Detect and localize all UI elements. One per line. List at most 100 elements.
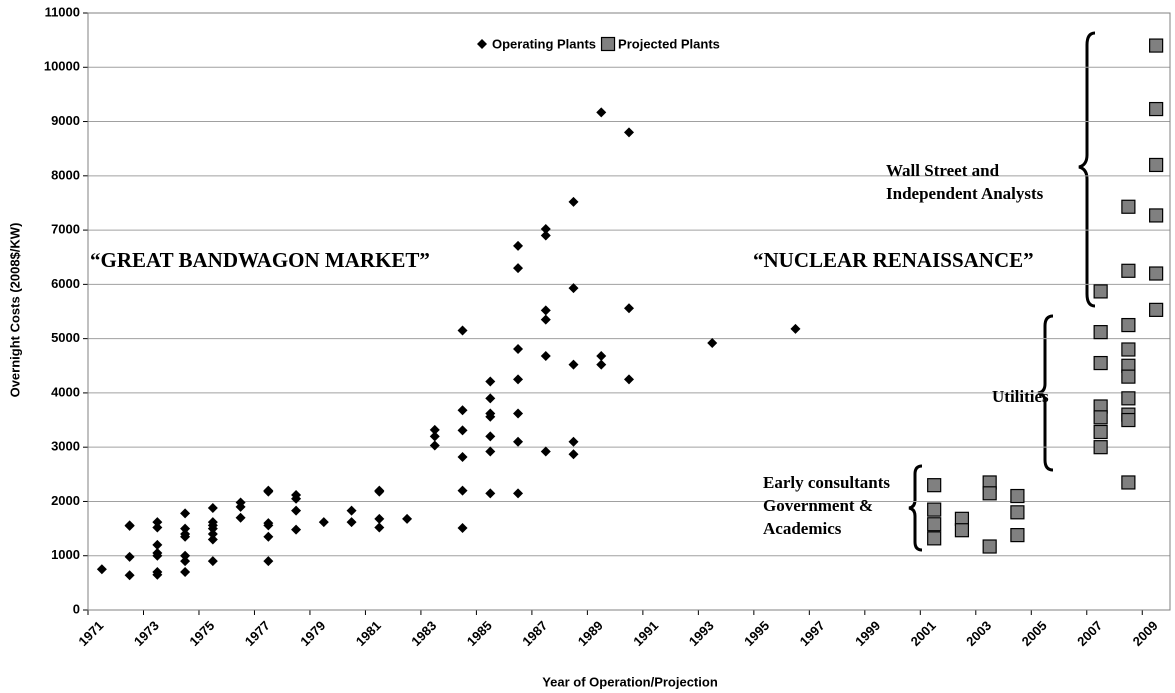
square-marker: [1149, 157, 1164, 173]
x-tick-label: 2005: [1019, 618, 1050, 649]
diamond-marker: [513, 263, 524, 274]
diamond-marker: [207, 523, 218, 534]
y-tick-label: 7000: [51, 222, 80, 237]
y-tick-label: 10000: [44, 59, 80, 74]
diamond-marker: [263, 531, 274, 542]
x-tick-label: 2007: [1074, 618, 1105, 649]
diamond-marker: [180, 556, 191, 567]
diamond-marker: [540, 446, 551, 457]
square-marker: [1121, 369, 1136, 384]
square-marker: [1149, 101, 1164, 117]
annotation: “NUCLEAR RENAISSANCE”: [753, 248, 1034, 272]
diamond-marker: [207, 502, 218, 513]
square-marker: [927, 531, 942, 546]
x-tick-label: 2009: [1130, 618, 1161, 649]
diamond-marker: [485, 411, 496, 422]
plot-frame: [87, 12, 1171, 611]
x-tick-label: 1993: [686, 618, 717, 649]
diamond-marker: [318, 517, 329, 528]
diamond-marker: [485, 376, 496, 387]
diamond-marker: [457, 405, 468, 416]
x-tick-label: 1989: [575, 618, 606, 649]
annotation: Utilities: [992, 387, 1049, 406]
diamond-marker: [624, 374, 634, 385]
diamond-marker: [152, 550, 163, 561]
diamond-marker: [568, 449, 579, 460]
diamond-marker: [485, 431, 496, 442]
diamond-marker: [152, 569, 163, 580]
diamond-marker: [540, 314, 551, 325]
diamond-marker: [180, 531, 191, 542]
square-marker: [1149, 208, 1164, 223]
y-tick-label: 2000: [51, 493, 80, 508]
diamond-marker: [291, 524, 302, 535]
diamond-marker: [96, 564, 107, 575]
annotation: Early consultants: [763, 473, 890, 492]
diamond-marker: [207, 529, 218, 540]
diamond-marker: [207, 534, 218, 545]
diamond-marker: [346, 517, 357, 528]
diamond-marker: [513, 374, 524, 385]
square-marker: [1010, 488, 1025, 504]
square-marker: [1121, 475, 1136, 490]
x-tick-label: 1995: [741, 618, 772, 649]
diamond-marker: [152, 522, 163, 533]
square-marker: [1121, 391, 1136, 406]
diamond-marker: [540, 230, 551, 241]
square-marker: [982, 486, 997, 501]
x-tick-label: 1999: [852, 618, 883, 649]
diamond-marker: [429, 431, 440, 442]
diamond-marker: [235, 501, 246, 512]
diamond-marker: [596, 107, 607, 118]
square-marker: [927, 502, 942, 517]
annotation: “GREAT BANDWAGON MARKET”: [90, 248, 430, 272]
x-tick-label: 1977: [242, 618, 273, 649]
diamond-marker: [624, 127, 634, 138]
square-marker: [1093, 440, 1108, 455]
diamond-marker: [790, 323, 801, 334]
diamond-marker: [513, 436, 524, 447]
diamond-marker: [124, 551, 135, 562]
legend-marker: [600, 36, 616, 52]
diamond-marker: [429, 440, 440, 451]
y-tick-label: 6000: [51, 276, 80, 291]
square-marker: [1121, 199, 1136, 214]
diamond-marker: [207, 556, 218, 567]
diamond-marker: [485, 446, 496, 457]
diamond-marker: [180, 550, 191, 561]
square-marker: [1093, 325, 1108, 340]
square-marker: [927, 478, 942, 493]
x-tick-label: 1971: [75, 618, 106, 649]
diamond-marker: [513, 343, 524, 354]
square-marker: [1121, 342, 1136, 357]
diamond-marker: [346, 505, 357, 516]
y-tick-label: 1000: [51, 547, 80, 562]
diamond-marker: [568, 359, 579, 370]
square-marker: [954, 523, 970, 538]
square-marker: [1093, 355, 1108, 371]
diamond-marker: [707, 337, 718, 348]
x-axis-title: Year of Operation/Projection: [542, 674, 718, 689]
diamond-marker: [180, 567, 191, 578]
brace: [1078, 31, 1096, 308]
y-tick-label: 3000: [51, 439, 80, 454]
diamond-marker: [291, 505, 302, 516]
diamond-marker: [263, 556, 274, 567]
diamond-marker: [540, 351, 551, 362]
y-axis-title: Overnight Costs (2008$/KW): [7, 223, 22, 398]
square-marker: [1121, 317, 1136, 333]
x-tick-label: 1983: [408, 618, 439, 649]
legend-label: Operating Plants: [492, 36, 596, 51]
square-marker: [982, 539, 997, 554]
brace: [908, 464, 923, 552]
annotation: Independent Analysts: [886, 184, 1044, 203]
diamond-marker: [457, 485, 468, 496]
x-tick-label: 1981: [353, 618, 384, 649]
square-marker: [1149, 302, 1164, 317]
diamond-marker: [429, 424, 440, 435]
y-tick-label: 11000: [45, 4, 80, 19]
diamond-marker: [180, 508, 191, 519]
x-tick-label: 1985: [464, 618, 495, 649]
diamond-marker: [291, 493, 302, 504]
